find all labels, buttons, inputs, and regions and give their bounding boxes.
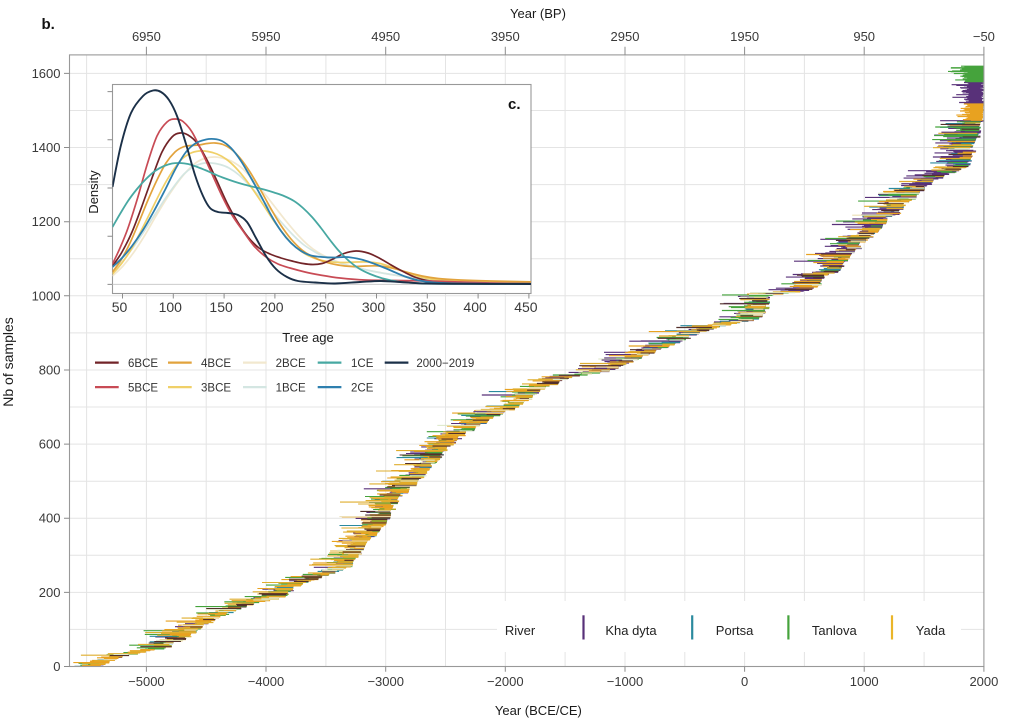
svg-text:Tanlova: Tanlova — [812, 623, 858, 638]
svg-text:−5000: −5000 — [128, 674, 165, 689]
svg-text:Year (BP): Year (BP) — [510, 6, 566, 21]
svg-text:300: 300 — [362, 299, 386, 315]
svg-text:2000: 2000 — [969, 674, 998, 689]
svg-text:2CE: 2CE — [351, 382, 374, 394]
svg-text:Portsa: Portsa — [716, 623, 754, 638]
svg-text:c.: c. — [508, 96, 521, 113]
svg-text:River: River — [505, 623, 536, 638]
svg-text:2000−2019: 2000−2019 — [416, 358, 474, 370]
svg-text:350: 350 — [413, 299, 437, 315]
svg-text:250: 250 — [311, 299, 335, 315]
svg-text:b.: b. — [42, 16, 55, 33]
svg-text:Density: Density — [86, 170, 101, 214]
svg-text:150: 150 — [209, 299, 233, 315]
svg-text:3950: 3950 — [491, 29, 520, 44]
svg-text:6BCE: 6BCE — [128, 358, 158, 370]
svg-text:1CE: 1CE — [351, 358, 374, 370]
svg-text:Year (BCE/CE): Year (BCE/CE) — [495, 703, 582, 718]
svg-text:0: 0 — [53, 659, 60, 674]
svg-text:1950: 1950 — [730, 29, 759, 44]
svg-text:200: 200 — [39, 585, 61, 600]
svg-text:1000: 1000 — [850, 674, 879, 689]
svg-text:5950: 5950 — [252, 29, 281, 44]
svg-text:−50: −50 — [973, 29, 995, 44]
svg-text:2950: 2950 — [611, 29, 640, 44]
svg-text:5BCE: 5BCE — [128, 382, 158, 394]
svg-text:450: 450 — [514, 299, 538, 315]
svg-text:600: 600 — [39, 437, 61, 452]
svg-text:Nb of samples: Nb of samples — [0, 317, 16, 406]
svg-text:1600: 1600 — [32, 66, 61, 81]
svg-text:100: 100 — [159, 299, 183, 315]
svg-text:−1000: −1000 — [607, 674, 644, 689]
svg-text:1BCE: 1BCE — [276, 382, 306, 394]
svg-text:−3000: −3000 — [367, 674, 404, 689]
svg-text:Yada: Yada — [916, 623, 946, 638]
svg-text:4950: 4950 — [371, 29, 400, 44]
svg-text:400: 400 — [463, 299, 487, 315]
svg-text:50: 50 — [112, 299, 128, 315]
svg-text:4BCE: 4BCE — [201, 358, 231, 370]
svg-text:Kha dyta: Kha dyta — [605, 623, 657, 638]
svg-text:3BCE: 3BCE — [201, 382, 231, 394]
svg-text:Tree age: Tree age — [282, 330, 334, 345]
svg-text:−2000: −2000 — [487, 674, 524, 689]
svg-text:1000: 1000 — [32, 288, 61, 303]
svg-text:950: 950 — [853, 29, 875, 44]
svg-text:200: 200 — [260, 299, 284, 315]
svg-text:800: 800 — [39, 363, 61, 378]
svg-text:6950: 6950 — [132, 29, 161, 44]
svg-text:−4000: −4000 — [248, 674, 285, 689]
svg-text:1400: 1400 — [32, 140, 61, 155]
svg-text:0: 0 — [741, 674, 748, 689]
svg-text:400: 400 — [39, 511, 61, 526]
svg-text:2BCE: 2BCE — [276, 358, 306, 370]
svg-text:1200: 1200 — [32, 214, 61, 229]
